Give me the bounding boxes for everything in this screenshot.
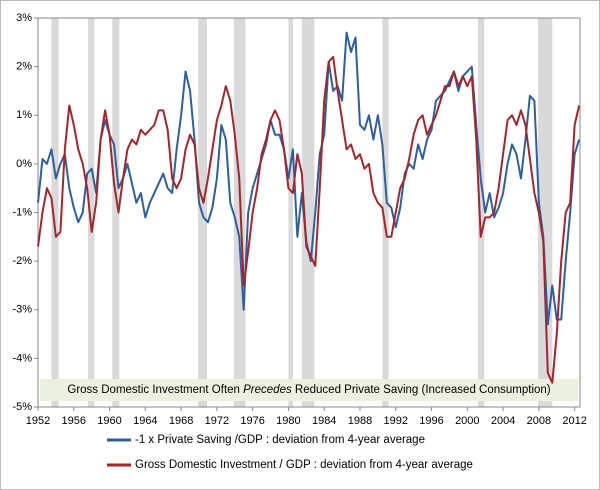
x-tick-label: 1976 [240,415,264,427]
x-tick-label: 1972 [205,415,229,427]
recession-band [288,18,293,407]
recession-band [301,18,315,407]
legend-label: -1 x Private Saving /GDP : deviation fro… [135,434,425,446]
recession-band [51,18,59,407]
x-tick-label: 1952 [26,415,50,427]
x-tick-label: 1964 [133,415,157,427]
y-tick-label: 1% [16,109,32,121]
y-tick-label: 2% [16,61,32,73]
y-tick-label: -5% [12,401,32,413]
x-tick-label: 2004 [491,415,515,427]
y-tick-label: -4% [12,352,32,364]
annotation: Gross Domestic Investment Often Precedes… [67,384,550,396]
series-line [37,55,581,384]
legend-label: Gross Domestic Investment / GDP : deviat… [135,459,473,471]
recession-band [382,18,389,407]
x-tick-label: 1988 [348,415,372,427]
y-tick-label: -3% [12,304,32,316]
annotation-part: Gross Domestic Investment Often [67,384,243,396]
x-tick-label: 2012 [562,415,586,427]
y-tick-label: -2% [12,255,32,267]
annotation-part: Precedes [243,384,292,396]
annotation-part: Reduced Private Saving (Increased Consum… [292,384,551,396]
recession-band [88,18,95,407]
y-tick-label: 0% [16,158,32,170]
recession-band [478,18,485,407]
x-tick-label: 1984 [312,415,336,427]
x-tick-label: 1968 [169,415,193,427]
annotation-box [40,379,578,401]
y-tick-label: -1% [12,206,32,218]
x-tick-label: 1996 [419,415,443,427]
x-tick-label: 1960 [97,415,121,427]
x-tick-label: 2000 [455,415,479,427]
x-tick-label: 2008 [527,415,551,427]
y-tick-label: 3% [16,12,32,24]
x-tick-label: 1956 [62,415,86,427]
x-tick-label: 1992 [384,415,408,427]
recession-band [112,18,120,407]
x-tick-label: 1980 [276,415,300,427]
